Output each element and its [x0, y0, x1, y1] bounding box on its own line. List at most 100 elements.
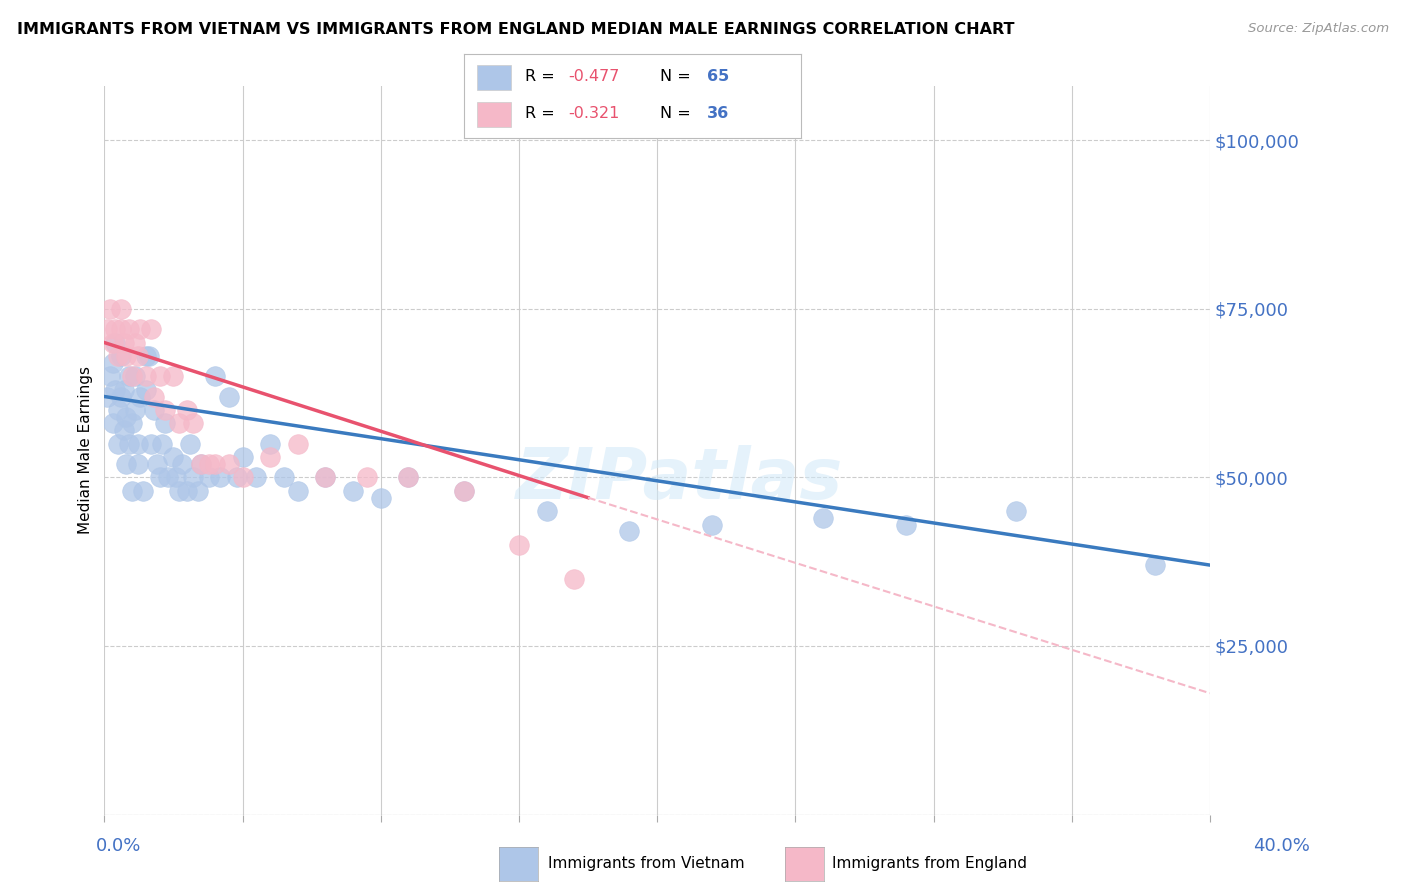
Text: Immigrants from England: Immigrants from England — [832, 856, 1028, 871]
Text: -0.321: -0.321 — [568, 106, 620, 121]
Point — [104, 383, 127, 397]
Text: N =: N = — [659, 69, 696, 84]
Point — [562, 572, 585, 586]
Text: 40.0%: 40.0% — [1254, 837, 1310, 855]
Point — [132, 483, 155, 498]
Point — [287, 483, 309, 498]
Point — [104, 335, 127, 350]
Point — [1143, 558, 1166, 573]
Point — [167, 417, 190, 431]
Point — [156, 470, 179, 484]
Text: 65: 65 — [707, 69, 730, 84]
Point — [149, 470, 172, 484]
Text: Immigrants from Vietnam: Immigrants from Vietnam — [548, 856, 745, 871]
Point — [107, 436, 129, 450]
Point — [115, 409, 138, 424]
Point — [112, 383, 135, 397]
Text: R =: R = — [524, 106, 560, 121]
Point — [127, 436, 149, 450]
Point — [101, 356, 124, 370]
Point — [508, 538, 530, 552]
Point — [153, 417, 176, 431]
Point — [170, 457, 193, 471]
Point — [536, 504, 558, 518]
Point — [124, 403, 146, 417]
Point — [245, 470, 267, 484]
Point — [149, 369, 172, 384]
Point — [162, 369, 184, 384]
Point — [110, 301, 132, 316]
Text: -0.477: -0.477 — [568, 69, 620, 84]
Y-axis label: Median Male Earnings: Median Male Earnings — [79, 367, 93, 534]
Point — [118, 369, 141, 384]
FancyBboxPatch shape — [478, 102, 512, 128]
Point — [127, 457, 149, 471]
Point — [356, 470, 378, 484]
Point — [127, 349, 149, 363]
Point — [204, 457, 226, 471]
Point — [287, 436, 309, 450]
Point — [110, 390, 132, 404]
Text: N =: N = — [659, 106, 696, 121]
Text: IMMIGRANTS FROM VIETNAM VS IMMIGRANTS FROM ENGLAND MEDIAN MALE EARNINGS CORRELAT: IMMIGRANTS FROM VIETNAM VS IMMIGRANTS FR… — [17, 22, 1014, 37]
Point — [396, 470, 419, 484]
Point — [96, 390, 118, 404]
Point — [146, 457, 169, 471]
Point — [198, 470, 221, 484]
Text: Source: ZipAtlas.com: Source: ZipAtlas.com — [1249, 22, 1389, 36]
Point — [187, 483, 209, 498]
Point — [135, 369, 157, 384]
Point — [153, 403, 176, 417]
Point — [121, 483, 143, 498]
Point — [129, 322, 152, 336]
Point — [143, 403, 166, 417]
Point — [101, 335, 124, 350]
Point — [619, 524, 641, 539]
Point — [314, 470, 336, 484]
Point — [121, 369, 143, 384]
Point — [396, 470, 419, 484]
Point — [121, 417, 143, 431]
Point — [453, 483, 475, 498]
Point — [811, 511, 834, 525]
Point — [179, 436, 201, 450]
Point — [101, 417, 124, 431]
Point — [232, 470, 254, 484]
Point — [115, 457, 138, 471]
Point — [165, 470, 187, 484]
Point — [204, 369, 226, 384]
Point — [118, 436, 141, 450]
Text: 0.0%: 0.0% — [96, 837, 141, 855]
Point — [226, 470, 249, 484]
Text: R =: R = — [524, 69, 560, 84]
Point — [124, 335, 146, 350]
Point — [218, 390, 240, 404]
Point — [152, 436, 174, 450]
Point — [115, 349, 138, 363]
Point — [176, 403, 198, 417]
Point — [190, 457, 212, 471]
Point — [894, 517, 917, 532]
FancyBboxPatch shape — [478, 64, 512, 90]
Point — [98, 301, 121, 316]
Point — [104, 322, 127, 336]
Point — [702, 517, 724, 532]
Point — [138, 349, 160, 363]
Point — [141, 322, 163, 336]
Point — [342, 483, 364, 498]
Point — [143, 390, 166, 404]
Point — [273, 470, 295, 484]
Point — [370, 491, 392, 505]
Point — [135, 383, 157, 397]
Point — [232, 450, 254, 465]
Point — [124, 369, 146, 384]
Point — [314, 470, 336, 484]
Point — [1005, 504, 1028, 518]
Point — [107, 403, 129, 417]
Text: ZIPatlas: ZIPatlas — [516, 445, 844, 514]
Point — [162, 450, 184, 465]
Point — [107, 349, 129, 363]
Point — [110, 322, 132, 336]
Point — [112, 335, 135, 350]
Point — [110, 349, 132, 363]
